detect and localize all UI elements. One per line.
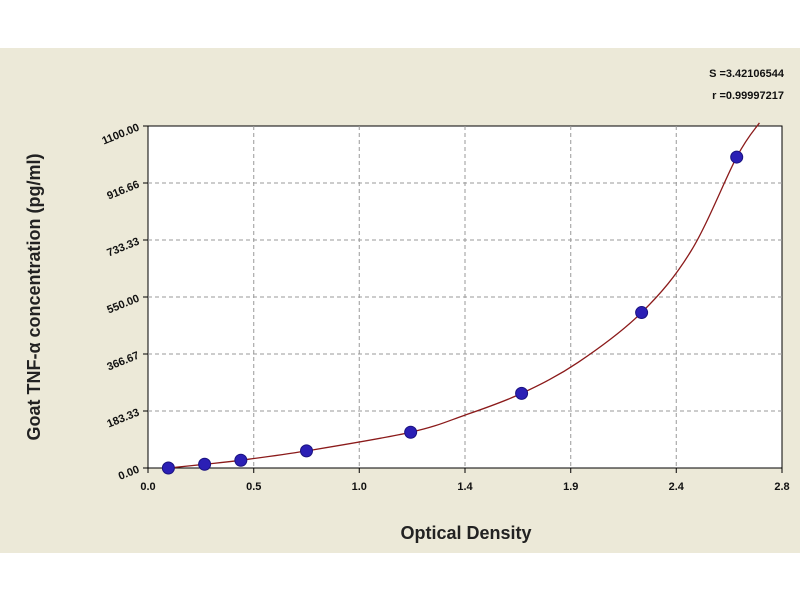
y-tick-label: 550.00 (105, 293, 141, 317)
x-tick-label: 1.0 (352, 481, 367, 493)
y-tick-label: 916.66 (105, 179, 141, 203)
x-tick-label: 1.4 (457, 481, 473, 493)
stat-r-label: r =0.99997217 (712, 90, 784, 102)
stat-s-label: S =3.42106544 (709, 68, 785, 80)
data-point (515, 386, 529, 400)
data-point (161, 461, 175, 475)
data-point (198, 457, 212, 471)
data-point (300, 444, 313, 458)
x-axis-title: Optical Density (400, 523, 531, 543)
x-tick-label: 0.0 (140, 481, 155, 493)
data-point (730, 150, 744, 164)
y-tick-label: 1100.00 (100, 122, 141, 148)
chart-figure: 0.0 0.5 1.0 1.4 1.9 2.4 2.8 0.00 183.33 366.67 550… (0, 48, 800, 553)
data-point (404, 425, 418, 439)
y-tick-label: 0.00 (117, 464, 141, 483)
x-tick-label: 2.4 (669, 481, 685, 493)
data-points (161, 150, 744, 475)
data-point (635, 306, 649, 320)
x-tick-label: 1.9 (563, 481, 578, 493)
x-tick-label: 2.8 (774, 481, 789, 493)
axes (143, 125, 783, 473)
y-tick-label: 183.33 (105, 407, 141, 431)
data-point (234, 453, 248, 467)
grid-lines (148, 126, 782, 468)
y-axis-title: Goat TNF-α concentration (pg/ml) (24, 153, 44, 440)
chart-svg: 0.0 0.5 1.0 1.4 1.9 2.4 2.8 0.00 183.33 366.67 550… (24, 68, 790, 543)
y-tick-label: 733.33 (105, 236, 141, 260)
y-tick-label: 366.67 (105, 350, 141, 374)
x-tick-label: 0.5 (246, 481, 261, 493)
